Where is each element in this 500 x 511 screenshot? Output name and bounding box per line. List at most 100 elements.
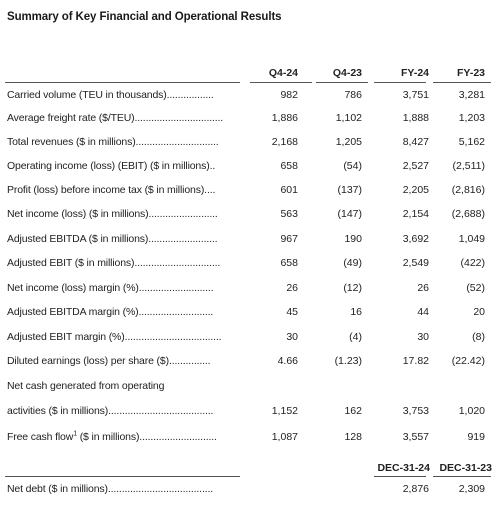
- row-label: activities ($ in millions)..............…: [7, 405, 214, 417]
- cell: 919: [467, 431, 485, 443]
- row-label: Diluted earnings (loss) per share ($)...…: [7, 355, 211, 367]
- cell: 2,876: [402, 483, 429, 495]
- cell: 190: [344, 233, 362, 245]
- cell: (52): [466, 282, 485, 294]
- cell: 17.82: [402, 355, 429, 367]
- row-label: Net income (loss) ($ in millions).......…: [7, 208, 218, 220]
- table-row: Adjusted EBITDA ($ in millions).........…: [0, 233, 500, 256]
- cell: (2,511): [452, 160, 486, 172]
- row-label: Free cash flow1 ($ in millions).........…: [7, 430, 217, 444]
- column-header-q4-24: Q4-24: [268, 67, 298, 79]
- cell: 26: [417, 282, 429, 294]
- cell: (147): [337, 208, 362, 220]
- cell: (49): [343, 257, 362, 269]
- cell: 4.66: [277, 355, 298, 367]
- cell: (2,688): [451, 208, 485, 220]
- date-rule-label: [5, 476, 240, 477]
- cell: 1,203: [458, 112, 485, 124]
- cell: 45: [286, 306, 298, 318]
- cell: 8,427: [402, 136, 429, 148]
- header-rule-label: [5, 82, 240, 83]
- cell: (1.23): [334, 355, 362, 367]
- cell: 1,886: [271, 112, 298, 124]
- cell: (22.42): [451, 355, 485, 367]
- row-label: Adjusted EBITDA ($ in millions).........…: [7, 233, 218, 245]
- cell: 1,152: [271, 405, 298, 417]
- header-rule-q4-23: [316, 82, 368, 83]
- row-label: Adjusted EBIT ($ in millions)...........…: [7, 257, 221, 269]
- cell: 967: [280, 233, 298, 245]
- cell: 1,205: [335, 136, 362, 148]
- column-header-q4-23: Q4-23: [332, 67, 362, 79]
- row-label: Operating income (loss) (EBIT) ($ in mil…: [7, 160, 216, 172]
- cell: 2,205: [402, 184, 429, 196]
- cell: 786: [344, 89, 362, 101]
- row-label: Net debt ($ in millions)................…: [7, 483, 214, 495]
- row-label: Adjusted EBITDA margin (%)..............…: [7, 306, 214, 318]
- column-header-fy-23: FY-23: [456, 67, 485, 79]
- cell: 3,557: [402, 431, 429, 443]
- date-header-dec-31-24: DEC-31-24: [377, 462, 430, 474]
- cell: 1,102: [335, 112, 362, 124]
- cell: 3,281: [458, 89, 485, 101]
- label-tail: ($ in millions).........................…: [76, 431, 217, 443]
- row-label: Net income (loss) margin (%)............…: [7, 282, 214, 294]
- cell: 1,888: [402, 112, 429, 124]
- cell: 5,162: [458, 136, 485, 148]
- cell: (137): [337, 184, 362, 196]
- cell: 2,154: [402, 208, 429, 220]
- cell: 30: [286, 331, 298, 343]
- cell: (8): [472, 331, 485, 343]
- cell: 658: [280, 257, 298, 269]
- cell: 982: [280, 89, 298, 101]
- cell: 2,309: [458, 483, 485, 495]
- row-label: Adjusted EBIT margin (%)................…: [7, 331, 222, 343]
- cell: 20: [473, 306, 485, 318]
- table-row: Adjusted EBIT margin (%)................…: [0, 331, 500, 354]
- table-row: Carried volume (TEU in thousands).......…: [0, 89, 500, 112]
- table-row: Net income (loss) margin (%)............…: [0, 282, 500, 305]
- header-rule-q4-24: [250, 82, 312, 83]
- cell: 563: [280, 208, 298, 220]
- cell: 44: [417, 306, 429, 318]
- cell: 30: [417, 331, 429, 343]
- table-row: Adjusted EBIT ($ in millions)...........…: [0, 257, 500, 280]
- row-label: Carried volume (TEU in thousands).......…: [7, 89, 214, 101]
- cell: 16: [350, 306, 362, 318]
- date-rule-dec-31-24: [374, 476, 426, 477]
- cell: 658: [280, 160, 298, 172]
- cell: 162: [344, 405, 362, 417]
- cell: 601: [280, 184, 298, 196]
- cell: 3,751: [402, 89, 429, 101]
- cell: (2,816): [451, 184, 485, 196]
- header-rule-fy-23: [433, 82, 491, 83]
- row-label: Net cash generated from operating: [7, 380, 165, 392]
- table-row: Adjusted EBITDA margin (%)..............…: [0, 306, 500, 329]
- row-label: Average freight rate ($/TEU)............…: [7, 112, 224, 124]
- footnote-marker: 1: [73, 430, 77, 438]
- table-row: Profit (loss) before income tax ($ in mi…: [0, 184, 500, 207]
- column-header-fy-24: FY-24: [400, 67, 429, 79]
- cell: 26: [286, 282, 298, 294]
- table-row: Average freight rate ($/TEU)............…: [0, 112, 500, 135]
- table-row: Net debt ($ in millions)................…: [0, 483, 500, 506]
- report-title: Summary of Key Financial and Operational…: [7, 11, 282, 23]
- cell: 2,549: [402, 257, 429, 269]
- table-row: Total revenues ($ in millions)..........…: [0, 136, 500, 159]
- date-rule-dec-31-23: [433, 476, 491, 477]
- cell: (4): [349, 331, 362, 343]
- header-rule-fy-24: [374, 82, 426, 83]
- cell: 1,087: [271, 431, 298, 443]
- cell: 2,527: [402, 160, 429, 172]
- label-text: Free cash flow: [7, 431, 74, 443]
- table-row: Operating income (loss) (EBIT) ($ in mil…: [0, 160, 500, 183]
- cell: (54): [343, 160, 362, 172]
- table-row: Diluted earnings (loss) per share ($)...…: [0, 355, 500, 378]
- cell: 128: [344, 431, 362, 443]
- table-row: activities ($ in millions)..............…: [0, 405, 500, 428]
- cell: (12): [343, 282, 362, 294]
- table-row: Net cash generated from operating: [0, 380, 500, 403]
- cell: 1,049: [458, 233, 485, 245]
- cell: 1,020: [458, 405, 485, 417]
- date-header-dec-31-23: DEC-31-23: [439, 462, 492, 474]
